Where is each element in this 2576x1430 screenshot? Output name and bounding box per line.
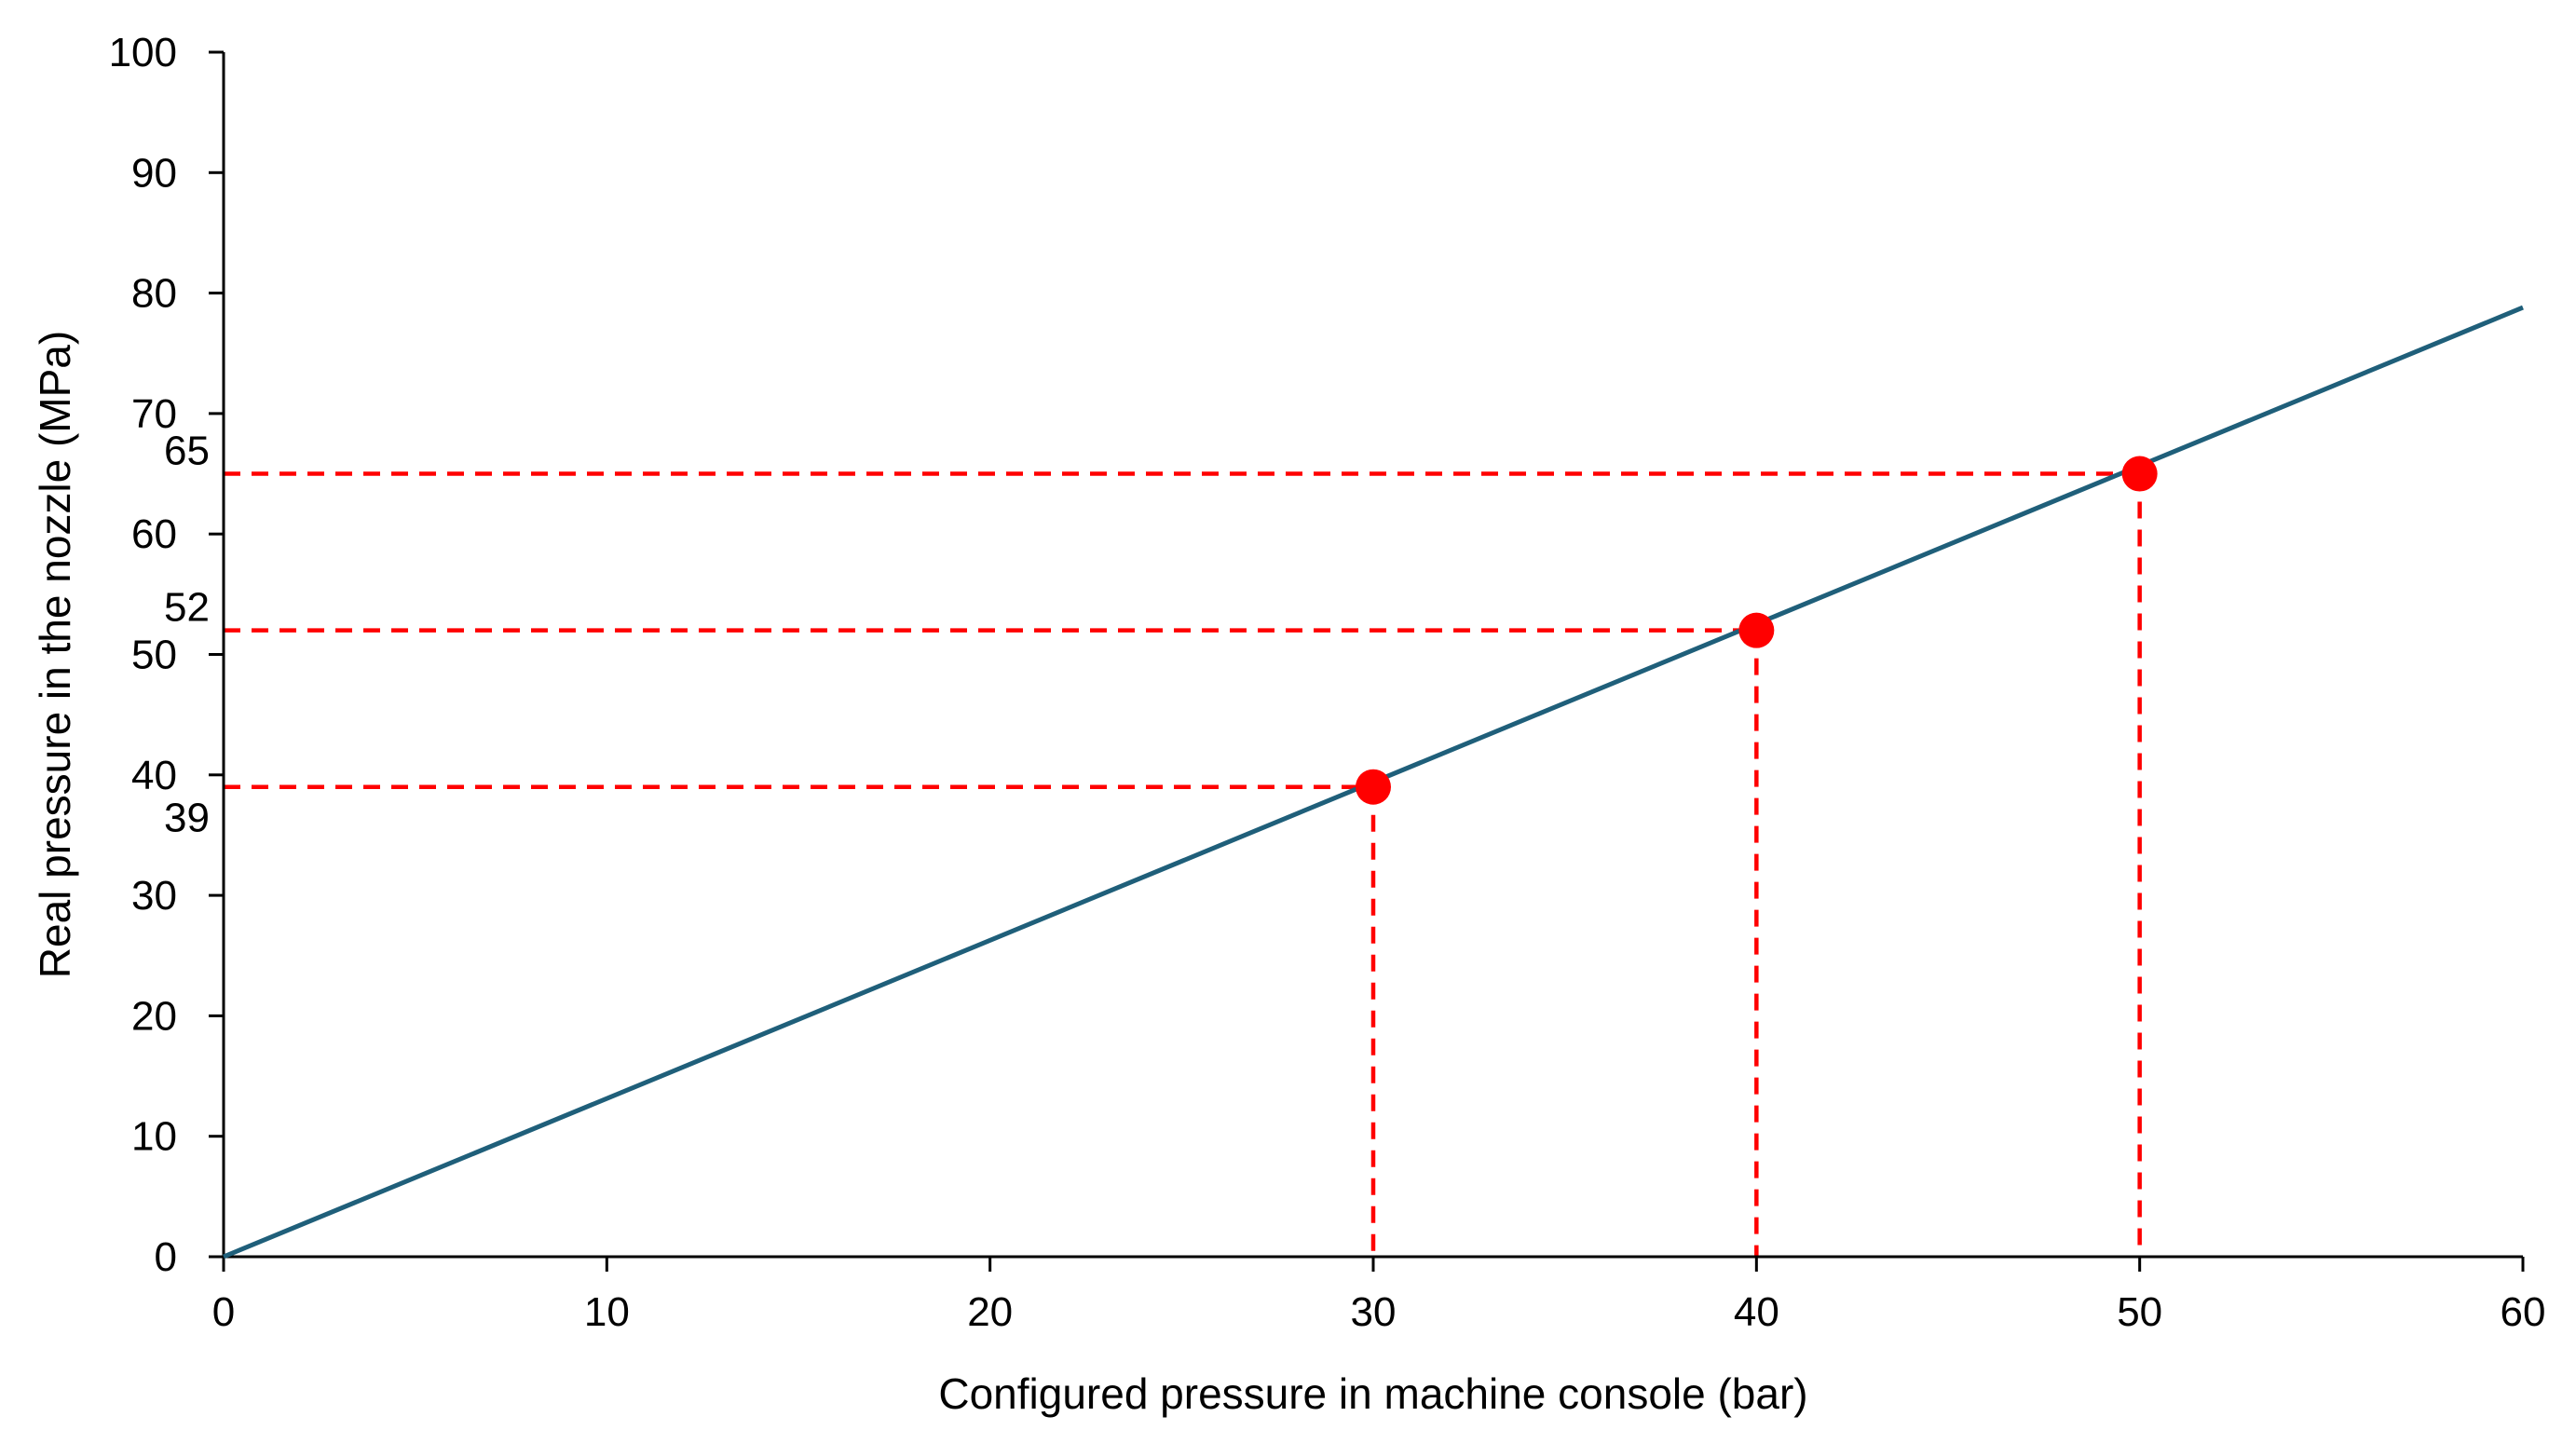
- x-axis-label: Configured pressure in machine console (…: [938, 1369, 1807, 1418]
- y-tick-label: 80: [131, 271, 177, 317]
- guide-lines: [224, 471, 2142, 1257]
- y-axis-label: Real pressure in the nozzle (MPa): [31, 331, 79, 978]
- x-tick-label: 50: [2117, 1289, 2162, 1335]
- y-tick-label: 90: [131, 150, 177, 196]
- x-tick-label: 40: [1734, 1289, 1779, 1335]
- y-tick-label: 0: [155, 1234, 177, 1280]
- highlight-points: [1356, 456, 2158, 805]
- highlight-value-label: 52: [164, 585, 210, 631]
- x-ticks: 0 10 20 30 40 50 60: [212, 1257, 2546, 1335]
- y-tick-label: 10: [131, 1114, 177, 1160]
- y-ticks: 0 10 20 30 40 50 60 70 80 90 100: [109, 30, 224, 1280]
- y-tick-label: 60: [131, 511, 177, 557]
- y-tick-label: 20: [131, 993, 177, 1039]
- x-tick-label: 60: [2501, 1289, 2546, 1335]
- highlight-value-label: 65: [164, 429, 210, 474]
- highlight-labels: 39 52 65: [164, 429, 210, 841]
- highlight-point: [2121, 456, 2158, 492]
- y-tick-label: 40: [131, 753, 177, 798]
- highlight-point: [1738, 612, 1775, 648]
- y-tick-label: 100: [109, 30, 177, 75]
- x-tick-label: 20: [967, 1289, 1013, 1335]
- y-tick-label: 50: [131, 633, 177, 678]
- x-tick-label: 30: [1351, 1289, 1397, 1335]
- y-tick-label: 30: [131, 873, 177, 919]
- x-tick-label: 10: [584, 1289, 630, 1335]
- highlight-point: [1356, 769, 1391, 805]
- y-tick-label: 70: [131, 391, 177, 437]
- highlight-value-label: 39: [164, 796, 210, 841]
- x-tick-label: 0: [212, 1289, 235, 1335]
